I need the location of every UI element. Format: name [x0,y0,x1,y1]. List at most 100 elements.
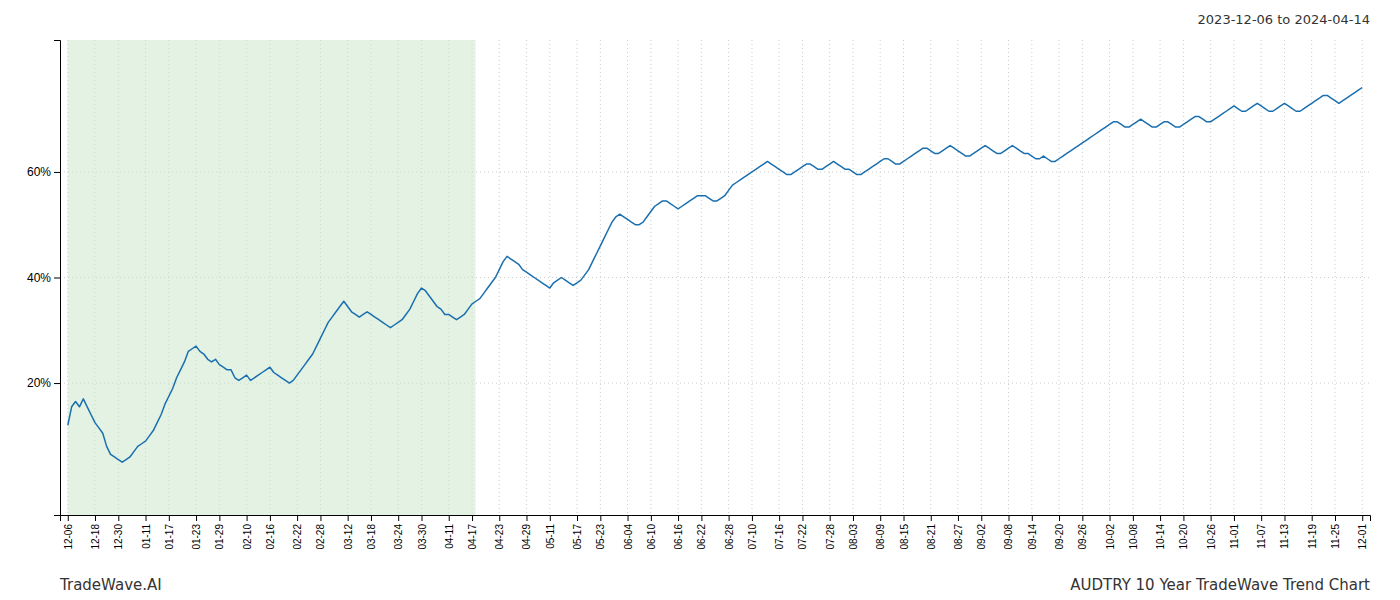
tick: 05-11 [545,515,556,549]
tick-label: 03-18 [366,524,377,550]
tick-label: 07-22 [797,524,808,550]
tick-label: 12-01 [1357,524,1368,550]
grid-line [1082,40,1083,515]
tick-label: 01-17 [164,524,175,550]
tick-label: 05-17 [572,524,583,550]
grid-line [1284,40,1285,515]
tick-mark [1032,515,1033,521]
plot-area [68,40,1362,515]
tick: 03-18 [366,515,377,550]
grid-line [779,40,780,515]
tick-label: 07-16 [774,524,785,550]
tick-mark [1211,515,1212,521]
tick-label: 10-26 [1206,524,1217,550]
tick-label: 08-21 [926,524,937,550]
grid-line [829,40,830,515]
tick-label: 01-23 [191,524,202,550]
grid-line [577,40,578,515]
grid [60,40,1370,515]
tick-mark [550,515,551,521]
grid-line [1210,40,1211,515]
tick-label: 11-13 [1279,524,1290,549]
grid-line [1261,40,1262,515]
tick-mark [449,515,450,521]
tick: 20% [27,376,60,390]
tick-mark [196,515,197,521]
tick-mark [600,515,601,521]
grid-line [701,40,702,515]
axis-line [61,516,1371,522]
tick: 07-28 [825,515,836,550]
tick-mark [577,515,578,521]
tick-mark [270,515,271,521]
tick-mark [981,515,982,521]
tick-mark [54,278,60,279]
tick: 06-22 [696,515,707,550]
grid-line [903,40,904,515]
grid-line [1311,40,1312,515]
tick: 03-12 [343,515,354,550]
tick-label: 03-30 [417,524,428,550]
tick: 04-17 [467,515,478,550]
tick: 06-28 [724,515,735,550]
tick-label: 11-01 [1229,524,1240,549]
tick-mark [1059,515,1060,521]
tick: 09-02 [976,515,987,550]
tick-mark [880,515,881,521]
tick-label: 11-19 [1307,524,1318,549]
tick-mark [146,515,147,521]
tick: 11-13 [1279,515,1290,549]
tick-label: 04-17 [467,524,478,550]
grid-line [678,40,679,515]
tick: 08-21 [926,515,937,550]
grid-line [549,40,550,515]
tick-label: 01-11 [141,524,152,549]
grid-line [600,40,601,515]
annotation: TradeWave.AI [59,576,162,594]
tick-label: 09-08 [1003,524,1014,550]
grid-line [751,40,752,515]
tick-mark [1261,515,1262,521]
tick-mark [779,515,780,521]
tick-mark [118,515,119,521]
subtitle: 2023-12-06 to 2024-04-14 [1198,12,1370,27]
tick: 03-24 [393,515,404,550]
tick-mark [1284,515,1285,521]
tick-mark [297,515,298,521]
tick-mark [526,515,527,521]
tick: 05-17 [572,515,583,550]
tick-mark [1082,515,1083,521]
tick-mark [1183,515,1184,521]
grid-line [880,40,881,515]
tick: 08-15 [899,515,910,550]
tick: 08-03 [848,515,859,550]
tick-mark [904,515,905,521]
grid-line [802,40,803,515]
tick-label: 09-02 [976,524,987,550]
tick-mark [1008,515,1009,521]
tick: 06-10 [646,515,657,550]
x-axis: 12-0612-1812-3001-1101-1701-2301-2902-10… [61,515,1371,550]
tick-mark [472,515,473,521]
tick-label: 02-16 [265,524,276,550]
tick-mark [853,515,854,521]
grid-line [930,40,931,515]
tick-mark [169,515,170,521]
tick-mark [247,515,248,521]
tick-mark [958,515,959,521]
grid-line [526,40,527,515]
tick-label: 06-22 [696,524,707,550]
tick-label: 10-02 [1105,524,1116,550]
grid-line [1059,40,1060,515]
axis-line [54,41,61,516]
tick-label: 08-09 [875,524,886,550]
tick-label: 10-08 [1128,524,1139,550]
tick: 09-20 [1054,515,1065,550]
tick: 10-14 [1155,515,1166,550]
tick-mark [398,515,399,521]
tick: 09-08 [1003,515,1014,550]
tick: 07-22 [797,515,808,550]
tick: 10-08 [1128,515,1139,550]
highlight-region [68,40,476,515]
tick-mark [219,515,220,521]
